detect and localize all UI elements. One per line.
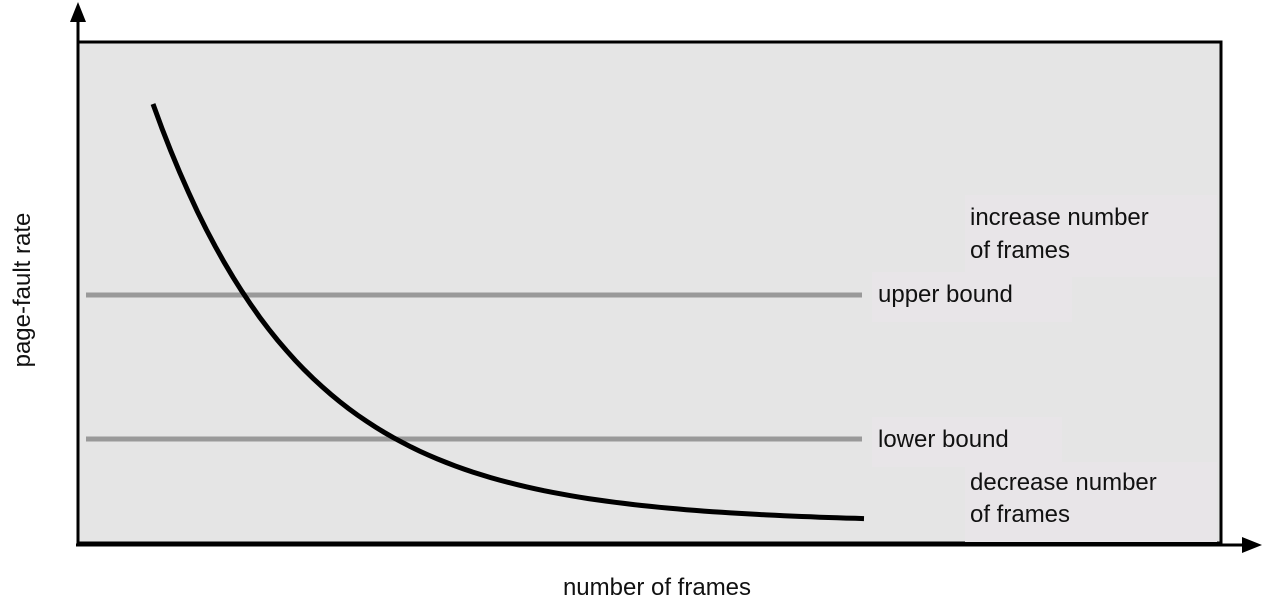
x-axis-label: number of frames xyxy=(563,574,751,601)
annotation-top-background xyxy=(965,195,1217,277)
upper-bound-label-background xyxy=(872,272,1072,322)
lower-bound-label-background xyxy=(872,417,1062,467)
page-fault-curve xyxy=(150,103,865,522)
annotation-increase-line2: of frames xyxy=(970,237,1070,264)
annotation-bottom-background xyxy=(965,462,1217,542)
x-axis-arrowhead xyxy=(1242,537,1262,553)
y-axis-label: page-fault rate xyxy=(9,213,36,368)
upper-bound-label: upper bound xyxy=(878,281,1013,308)
lower-bound-label: lower bound xyxy=(878,426,1009,453)
y-axis-arrowhead xyxy=(70,2,86,22)
annotation-increase-line1: increase number xyxy=(970,204,1149,231)
annotation-decrease-line1: decrease number xyxy=(970,469,1157,496)
annotation-decrease-line2: of frames xyxy=(970,501,1070,528)
